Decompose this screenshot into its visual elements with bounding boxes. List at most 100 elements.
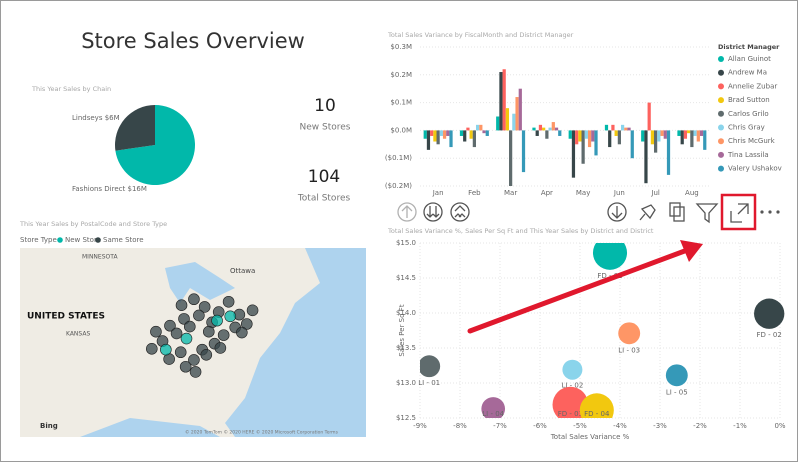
bar <box>620 124 625 131</box>
bubble-label: LI - 03 <box>618 346 640 354</box>
drill-down-all[interactable] <box>423 202 443 222</box>
x-tick-label: -6% <box>533 422 547 430</box>
map-bubble <box>198 301 211 313</box>
chart-title: Total Sales Variance by FiscalMonth and … <box>387 31 574 39</box>
y-tick-label: $13.0 <box>396 379 416 387</box>
bar <box>545 130 549 139</box>
map-bubble <box>240 318 253 330</box>
bar <box>439 130 443 136</box>
bar <box>485 130 489 136</box>
bar <box>542 127 546 131</box>
bar <box>521 130 526 173</box>
bar <box>683 130 688 139</box>
bar <box>505 108 510 131</box>
expand-hierarchy[interactable] <box>450 202 470 222</box>
y-tick-label: ($0.1M) <box>385 154 412 162</box>
bubble-label: FD - 04 <box>584 410 610 418</box>
copy[interactable] <box>669 202 685 222</box>
bar <box>581 130 585 164</box>
bar <box>703 130 707 150</box>
bar <box>558 130 562 136</box>
legend-swatch <box>718 151 724 158</box>
bubble-label: LI - 01 <box>418 379 440 387</box>
bar <box>627 127 631 131</box>
drill-mode[interactable] <box>607 202 627 222</box>
map-label: MINNESOTA <box>82 254 118 261</box>
bar <box>594 130 598 156</box>
bar <box>515 97 519 131</box>
bar <box>463 130 467 142</box>
bar <box>433 130 437 142</box>
drill-up[interactable] <box>397 202 417 222</box>
bar <box>687 130 691 134</box>
bar <box>663 130 667 139</box>
filter[interactable] <box>695 203 719 224</box>
bubble <box>420 355 441 378</box>
bar <box>699 130 704 136</box>
bar <box>591 130 595 142</box>
y-tick-label: $14.5 <box>396 274 416 282</box>
map-bubble <box>189 366 202 378</box>
legend-swatch <box>718 69 724 76</box>
bar <box>512 113 516 131</box>
bar <box>650 130 655 145</box>
charts: This Year Sales by Chain Fashions Direct … <box>19 31 786 441</box>
legend-swatch <box>718 138 724 145</box>
chart-title: Total Sales Variance %, Sales Per Sq Ft … <box>387 227 654 235</box>
legend-label: Chris Gray <box>728 124 765 132</box>
map-bubble <box>145 343 158 355</box>
bar <box>575 130 579 145</box>
legend-label: Carlos Grilo <box>728 110 769 118</box>
map-bubble <box>193 309 205 322</box>
bar <box>571 130 576 178</box>
x-tick-label: -7% <box>493 422 507 430</box>
slice-label: Lindseys $6M <box>72 114 120 122</box>
map-label: Ottawa <box>230 267 255 275</box>
bar <box>430 130 434 136</box>
legend-swatch <box>718 83 724 90</box>
map-bubble <box>170 327 183 340</box>
x-tick-label: -3% <box>653 422 667 430</box>
legend-swatch <box>718 110 724 117</box>
more-options[interactable] <box>760 210 780 214</box>
slice-label: Fashions Direct $16M <box>72 185 147 193</box>
map-lake <box>165 262 235 303</box>
bar <box>551 122 555 131</box>
legend-label: Valery Ushakov <box>728 165 782 173</box>
map-water <box>225 248 366 437</box>
map-bubble <box>150 325 162 338</box>
bubble-label: FD - 03 <box>558 410 583 418</box>
pin[interactable] <box>639 204 656 221</box>
legend-swatch <box>95 237 101 243</box>
slice-category: Lindseys <box>72 114 103 122</box>
focus-mode[interactable] <box>730 203 749 223</box>
legend-swatch <box>57 237 63 243</box>
bar <box>666 130 671 175</box>
bar <box>647 102 651 131</box>
slice-value: $16M <box>128 185 147 193</box>
bar <box>554 127 559 131</box>
x-tick-label: -9% <box>413 422 427 430</box>
legend-swatch <box>718 56 724 62</box>
bubble-label: LI - 02 <box>561 382 583 390</box>
bubble-label: LI - 04 <box>482 410 504 418</box>
bar <box>617 130 621 145</box>
y-tick-label: $0.1M <box>390 99 412 107</box>
bar <box>604 124 609 131</box>
bar <box>532 127 536 131</box>
slice-category: Fashions Direct <box>72 185 126 193</box>
slice-value: $6M <box>105 114 120 122</box>
bubble <box>579 393 614 418</box>
bubble <box>481 397 506 418</box>
map-bubble <box>175 299 188 312</box>
legend-label: Annelie Zubar <box>728 82 777 90</box>
bar <box>479 124 483 131</box>
bar <box>660 130 664 136</box>
bar <box>426 130 431 150</box>
map-bubble <box>188 293 200 306</box>
legend-label: Same Store <box>103 236 144 244</box>
x-tick-label: -4% <box>613 422 627 430</box>
x-tick-label: Mar <box>504 189 517 197</box>
bar <box>442 130 447 139</box>
